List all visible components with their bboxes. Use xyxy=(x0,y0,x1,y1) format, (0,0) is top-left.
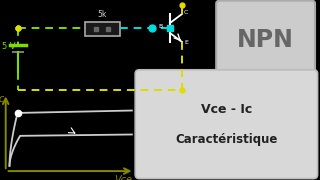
Text: Ic: Ic xyxy=(0,94,5,104)
Text: Vce - Ic: Vce - Ic xyxy=(201,103,252,116)
Text: Vce: Vce xyxy=(114,176,132,180)
Text: B: B xyxy=(159,24,163,30)
Text: 5k: 5k xyxy=(98,10,107,19)
Text: E: E xyxy=(184,39,188,44)
Text: 5 V: 5 V xyxy=(2,42,16,51)
Text: NPN: NPN xyxy=(237,28,294,52)
Text: C: C xyxy=(184,10,188,15)
Bar xyxy=(85,22,120,36)
FancyBboxPatch shape xyxy=(216,1,315,79)
FancyBboxPatch shape xyxy=(135,70,318,179)
Text: Caractéristique: Caractéristique xyxy=(175,133,277,146)
